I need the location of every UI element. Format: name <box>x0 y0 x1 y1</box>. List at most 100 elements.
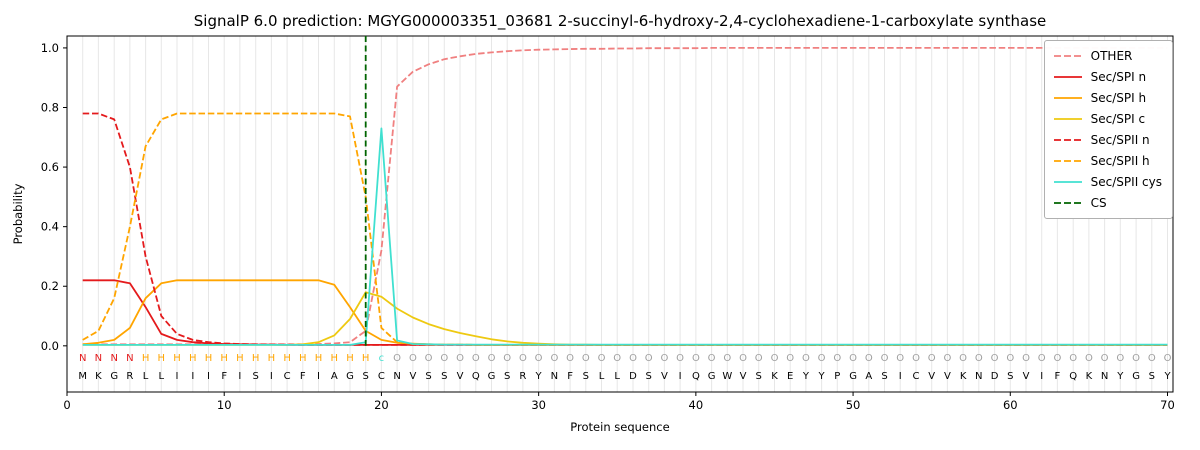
x-tick-label: 0 <box>63 398 70 412</box>
annotation-letter: H <box>268 353 276 364</box>
sequence-letter: G <box>110 371 118 382</box>
sequence-letter: D <box>991 371 999 382</box>
x-tick-label: 60 <box>1003 398 1018 412</box>
y-tick-label: 0.8 <box>41 100 59 114</box>
sequence-letter: Y <box>1116 371 1124 382</box>
annotation-letter: O <box>409 353 417 364</box>
legend-item: CS <box>1053 195 1162 211</box>
annotation-letter: H <box>189 353 197 364</box>
annotation-letter: O <box>393 353 401 364</box>
annotation-letter: O <box>519 353 527 364</box>
sequence-letter: V <box>457 371 464 382</box>
sequence-letter: F <box>300 371 306 382</box>
legend-item: Sec/SPII cys <box>1053 174 1162 190</box>
annotation-letter: O <box>1053 353 1061 364</box>
legend-item: Sec/SPII h <box>1053 153 1162 169</box>
sequence-letter: K <box>1086 371 1093 382</box>
sequence-letter: G <box>708 371 716 382</box>
annotation-letter: O <box>645 353 653 364</box>
sequence-letter: S <box>646 371 652 382</box>
annotation-letter: O <box>1116 353 1124 364</box>
annotation-letter: O <box>660 353 668 364</box>
sequence-letter: L <box>159 371 165 382</box>
annotation-letter: O <box>566 353 574 364</box>
sequence-letter: Q <box>472 371 480 382</box>
sequence-letter: K <box>95 371 102 382</box>
annotation-letter: O <box>755 353 763 364</box>
x-tick-label: 40 <box>689 398 704 412</box>
annotation-letter: O <box>802 353 810 364</box>
annotation-letter: c <box>379 353 385 364</box>
annotation-letter: O <box>503 353 511 364</box>
sequence-letter: I <box>679 371 682 382</box>
annotation-letter: O <box>692 353 700 364</box>
annotation-letter: H <box>299 353 307 364</box>
y-axis-label: Probability <box>11 183 25 245</box>
sequence-letter: I <box>270 371 273 382</box>
sequence-letter: M <box>78 371 87 382</box>
sequence-letter: S <box>1149 371 1155 382</box>
sequence-letter: F <box>221 371 227 382</box>
annotation-letter: O <box>1006 353 1014 364</box>
annotation-letter: O <box>723 353 731 364</box>
annotation-letter: O <box>881 353 889 364</box>
annotation-letter: O <box>991 353 999 364</box>
sequence-letter: C <box>284 371 291 382</box>
sequence-letter: V <box>944 371 951 382</box>
annotation-letter: O <box>440 353 448 364</box>
annotation-letter: O <box>1022 353 1030 364</box>
x-axis-label: Protein sequence <box>570 420 670 434</box>
annotation-letter: O <box>818 353 826 364</box>
annotation-letter: N <box>79 353 86 364</box>
x-tick-label: 70 <box>1160 398 1175 412</box>
annotation-letter: N <box>126 353 133 364</box>
sequence-letter: G <box>488 371 496 382</box>
sequence-letter: S <box>425 371 431 382</box>
annotation-letter: O <box>488 353 496 364</box>
annotation-letter: O <box>928 353 936 364</box>
x-tick-label: 30 <box>531 398 546 412</box>
annotation-letter: O <box>833 353 841 364</box>
annotation-letter: H <box>283 353 291 364</box>
y-tick-label: 0.4 <box>41 220 59 234</box>
annotation-letter: H <box>346 353 354 364</box>
annotation-letter: N <box>95 353 102 364</box>
sequence-letter: V <box>661 371 668 382</box>
sequence-letter: S <box>756 371 762 382</box>
annotation-letter: O <box>1101 353 1109 364</box>
sequence-letter: R <box>519 371 526 382</box>
y-tick-label: 0.2 <box>41 279 59 293</box>
annotation-letter: H <box>220 353 228 364</box>
sequence-letter: I <box>207 371 210 382</box>
annotation-letter: H <box>331 353 339 364</box>
legend-line-sample <box>1053 97 1082 99</box>
annotation-letter: O <box>708 353 716 364</box>
annotation-letter: H <box>205 353 213 364</box>
annotation-letter: O <box>1132 353 1140 364</box>
sequence-letter: R <box>126 371 133 382</box>
sequence-letter: S <box>1007 371 1013 382</box>
sequence-letter: A <box>865 371 872 382</box>
sequence-letter: F <box>567 371 573 382</box>
legend-line-sample <box>1053 139 1082 141</box>
sequence-letter: V <box>928 371 935 382</box>
legend-line-sample <box>1053 55 1082 57</box>
sequence-letter: G <box>1132 371 1140 382</box>
sequence-letter: W <box>722 371 732 382</box>
sequence-letter: E <box>787 371 793 382</box>
annotation-letter: H <box>173 353 181 364</box>
series-sec-spii-cys <box>82 127 1168 346</box>
sequence-letter: V <box>740 371 747 382</box>
annotation-letter: O <box>771 353 779 364</box>
legend-item: Sec/SPI c <box>1053 111 1162 127</box>
annotation-letter: O <box>912 353 920 364</box>
y-tick-label: 1.0 <box>41 41 59 55</box>
series-sec-spi-h <box>82 279 1168 346</box>
y-tick-label: 0.0 <box>41 339 59 353</box>
sequence-letter: P <box>834 371 840 382</box>
series-sec-spii-n <box>82 112 1168 346</box>
annotation-letter: O <box>865 353 873 364</box>
legend-line-sample <box>1053 160 1082 162</box>
legend-label: OTHER <box>1090 49 1133 63</box>
legend-item: OTHER <box>1053 48 1162 64</box>
